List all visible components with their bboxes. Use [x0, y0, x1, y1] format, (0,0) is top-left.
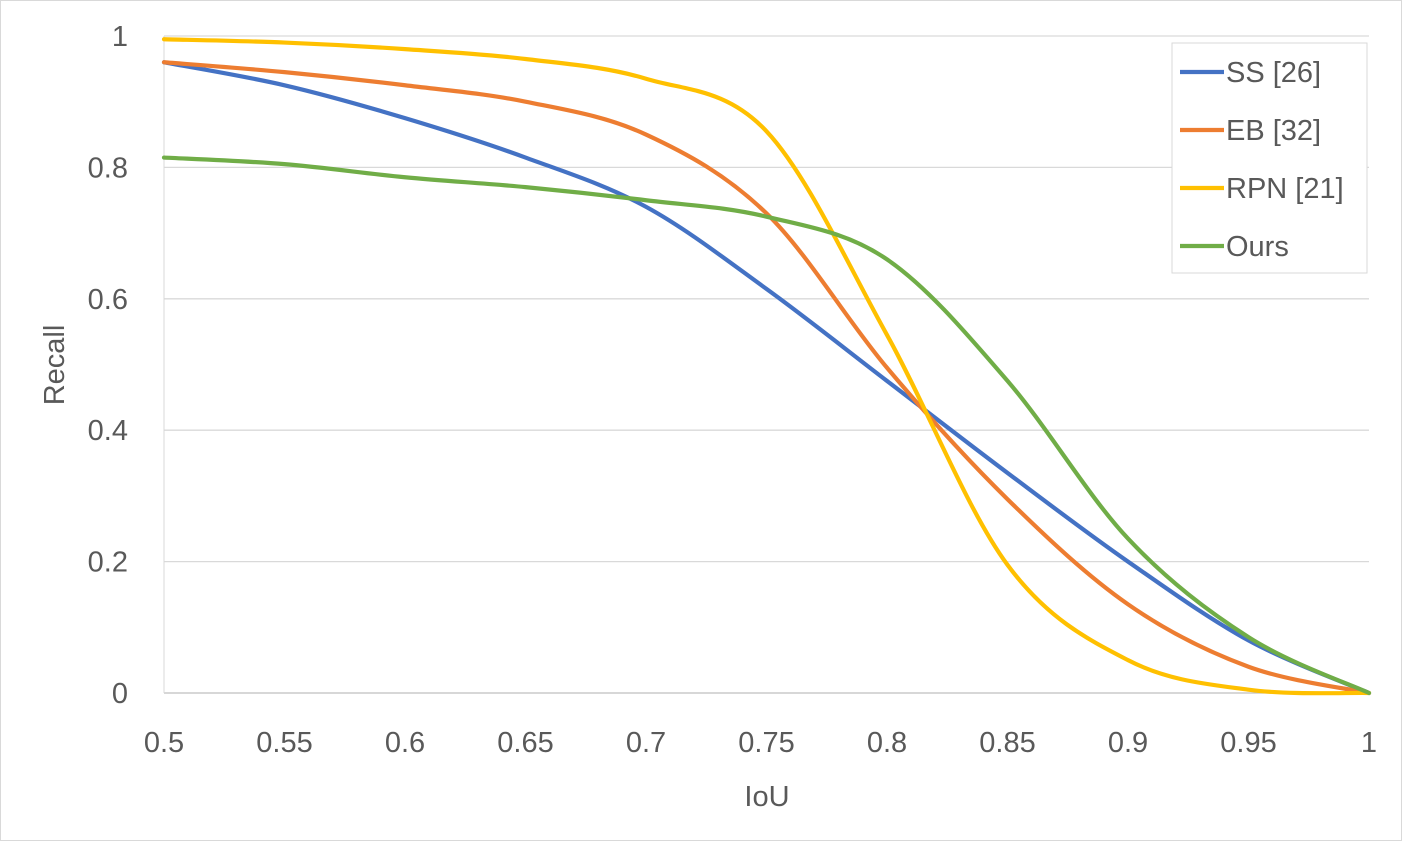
legend-label-rpn-21: RPN [21] — [1226, 173, 1344, 205]
series-line-rpn-21 — [161, 37, 1372, 696]
y-tick-label: 0.6 — [88, 284, 128, 316]
series-line-ss-26 — [161, 60, 1372, 696]
y-axis-title: Recall — [39, 325, 71, 406]
series-line-ours — [161, 155, 1372, 696]
x-tick-label: 0.95 — [1220, 727, 1276, 759]
y-tick-label: 0.4 — [88, 415, 128, 447]
legend-label-ss-26: SS [26] — [1226, 57, 1321, 89]
x-tick-label: 0.85 — [979, 727, 1035, 759]
x-axis: 0.5 0.55 0.6 0.65 0.7 0.75 0.8 0.85 0.9 0.95 1 — [144, 727, 1377, 759]
x-tick-label: 0.7 — [626, 727, 666, 759]
x-tick-label: 0.75 — [738, 727, 794, 759]
series-lines — [161, 37, 1372, 696]
legend-label-eb-32: EB [32] — [1226, 115, 1321, 147]
gridlines — [163, 35, 1369, 694]
series-line-eb-32 — [161, 60, 1372, 696]
legend: SS [26] EB [32] RPN [21] Ours — [1171, 42, 1368, 274]
legend-box — [1171, 42, 1368, 274]
x-tick-label: 0.5 — [144, 727, 184, 759]
x-tick-label: 1 — [1361, 727, 1377, 759]
x-tick-label: 0.55 — [256, 727, 312, 759]
y-tick-label: 0.2 — [88, 547, 128, 579]
y-tick-label: 1 — [112, 21, 128, 53]
x-tick-label: 0.8 — [867, 727, 907, 759]
y-axis: 0 0.2 0.4 0.6 0.8 1 — [88, 21, 128, 710]
y-tick-label: 0.8 — [88, 152, 128, 184]
x-tick-label: 0.9 — [1108, 727, 1148, 759]
x-tick-label: 0.65 — [497, 727, 553, 759]
x-axis-title: IoU — [744, 781, 789, 813]
legend-label-ours: Ours — [1226, 231, 1289, 263]
x-tick-label: 0.6 — [385, 727, 425, 759]
y-tick-label: 0 — [112, 678, 128, 710]
